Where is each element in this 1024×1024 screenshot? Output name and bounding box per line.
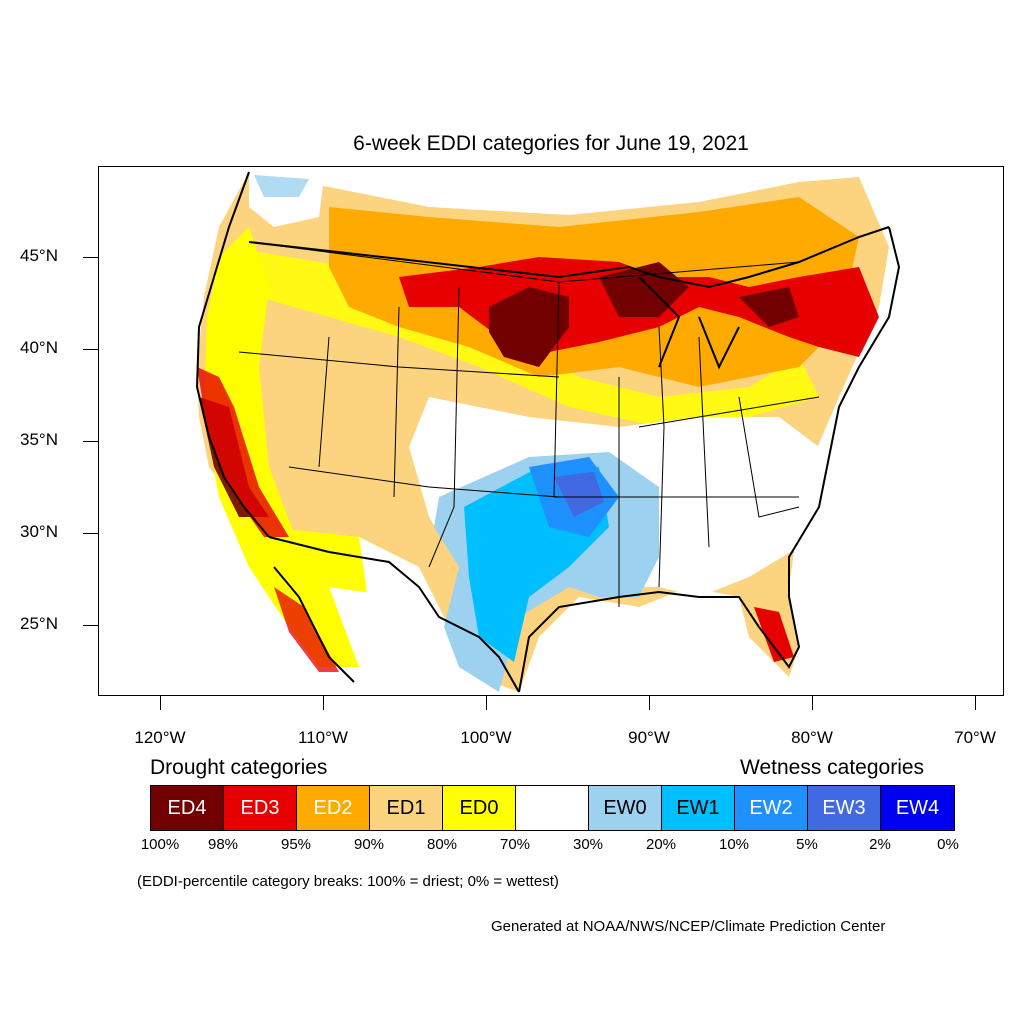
lat-tick: [83, 349, 98, 350]
percentile-break-label: 20%: [645, 836, 677, 853]
lon-tick: [975, 696, 976, 710]
lat-label-40: 40°N: [20, 338, 58, 357]
lon-tick: [160, 696, 161, 710]
lon-label-120: 120°W: [134, 728, 186, 747]
ed4-ontario: [739, 287, 799, 327]
lon-label-90: 90°W: [628, 728, 670, 747]
lat-label-30: 30°N: [20, 522, 58, 541]
lat-tick: [83, 533, 98, 534]
lon-tick: [649, 696, 650, 710]
lat-label-25: 25°N: [20, 614, 58, 633]
legend-box-ed1: ED1: [370, 786, 443, 830]
eddi-map-canvas: [195, 171, 901, 693]
lat-tick: [83, 441, 98, 442]
ed3-california: [197, 367, 289, 537]
ew3-core: [554, 472, 604, 517]
percentile-break-label: 95%: [280, 836, 312, 853]
ew0-northwest: [254, 175, 309, 197]
drought-categories-title: Drought categories: [150, 756, 328, 779]
category-legend: ED4 ED3 ED2 ED1 ED0 EW0 EW1 EW2 EW3 EW4: [150, 785, 955, 831]
ed0-west: [204, 227, 359, 667]
lat-tick: [83, 625, 98, 626]
legend-box-ed3: ED3: [224, 786, 297, 830]
map-title: 6-week EDDI categories for June 19, 2021: [353, 132, 749, 155]
lon-tick: [323, 696, 324, 710]
credit-text: Generated at NOAA/NWS/NCEP/Climate Predi…: [491, 918, 886, 935]
percentile-break-label: 0%: [937, 836, 959, 853]
ed4-dakotas: [489, 287, 569, 367]
ed3-florida: [754, 607, 794, 662]
ed3-baja: [274, 587, 339, 672]
category-note: (EDDI-percentile category breaks: 100% =…: [137, 873, 559, 890]
lat-tick: [83, 257, 98, 258]
legend-box-ed4: ED4: [151, 786, 224, 830]
eddi-map: [98, 166, 1004, 696]
lat-label-35: 35°N: [20, 430, 58, 449]
near-normal-southwest: [359, 537, 429, 647]
lon-tick: [812, 696, 813, 710]
lon-label-100: 100°W: [460, 728, 512, 747]
legend-box-ew3: EW3: [808, 786, 881, 830]
legend-box-ew4: EW4: [881, 786, 954, 830]
lon-tick: [486, 696, 487, 710]
legend-box-ew2: EW2: [735, 786, 808, 830]
lon-label-110: 110°W: [298, 728, 348, 747]
percentile-break-label: 80%: [426, 836, 458, 853]
state-borders: [238, 241, 820, 607]
legend-box-ed0: ED0: [443, 786, 516, 830]
coastlines: [195, 171, 901, 693]
lon-label-70: 70°W: [954, 728, 996, 747]
percentile-break-label: 2%: [869, 836, 891, 853]
legend-box-ed2: ED2: [297, 786, 370, 830]
percentile-break-label: 30%: [572, 836, 604, 853]
lat-label-45: 45°N: [20, 246, 58, 265]
percentile-break-label: 10%: [718, 836, 750, 853]
percentile-break-label: 5%: [796, 836, 818, 853]
percentile-break-label: 98%: [207, 836, 239, 853]
percentile-break-label: 90%: [353, 836, 385, 853]
legend-box-ew1: EW1: [662, 786, 735, 830]
percentile-break-label: 70%: [499, 836, 531, 853]
percentile-break-label: 100%: [140, 836, 180, 853]
lon-label-80: 80°W: [791, 728, 833, 747]
legend-box-ew0: EW0: [589, 786, 662, 830]
legend-box-near-normal: [516, 786, 589, 830]
wetness-categories-title: Wetness categories: [740, 756, 925, 779]
